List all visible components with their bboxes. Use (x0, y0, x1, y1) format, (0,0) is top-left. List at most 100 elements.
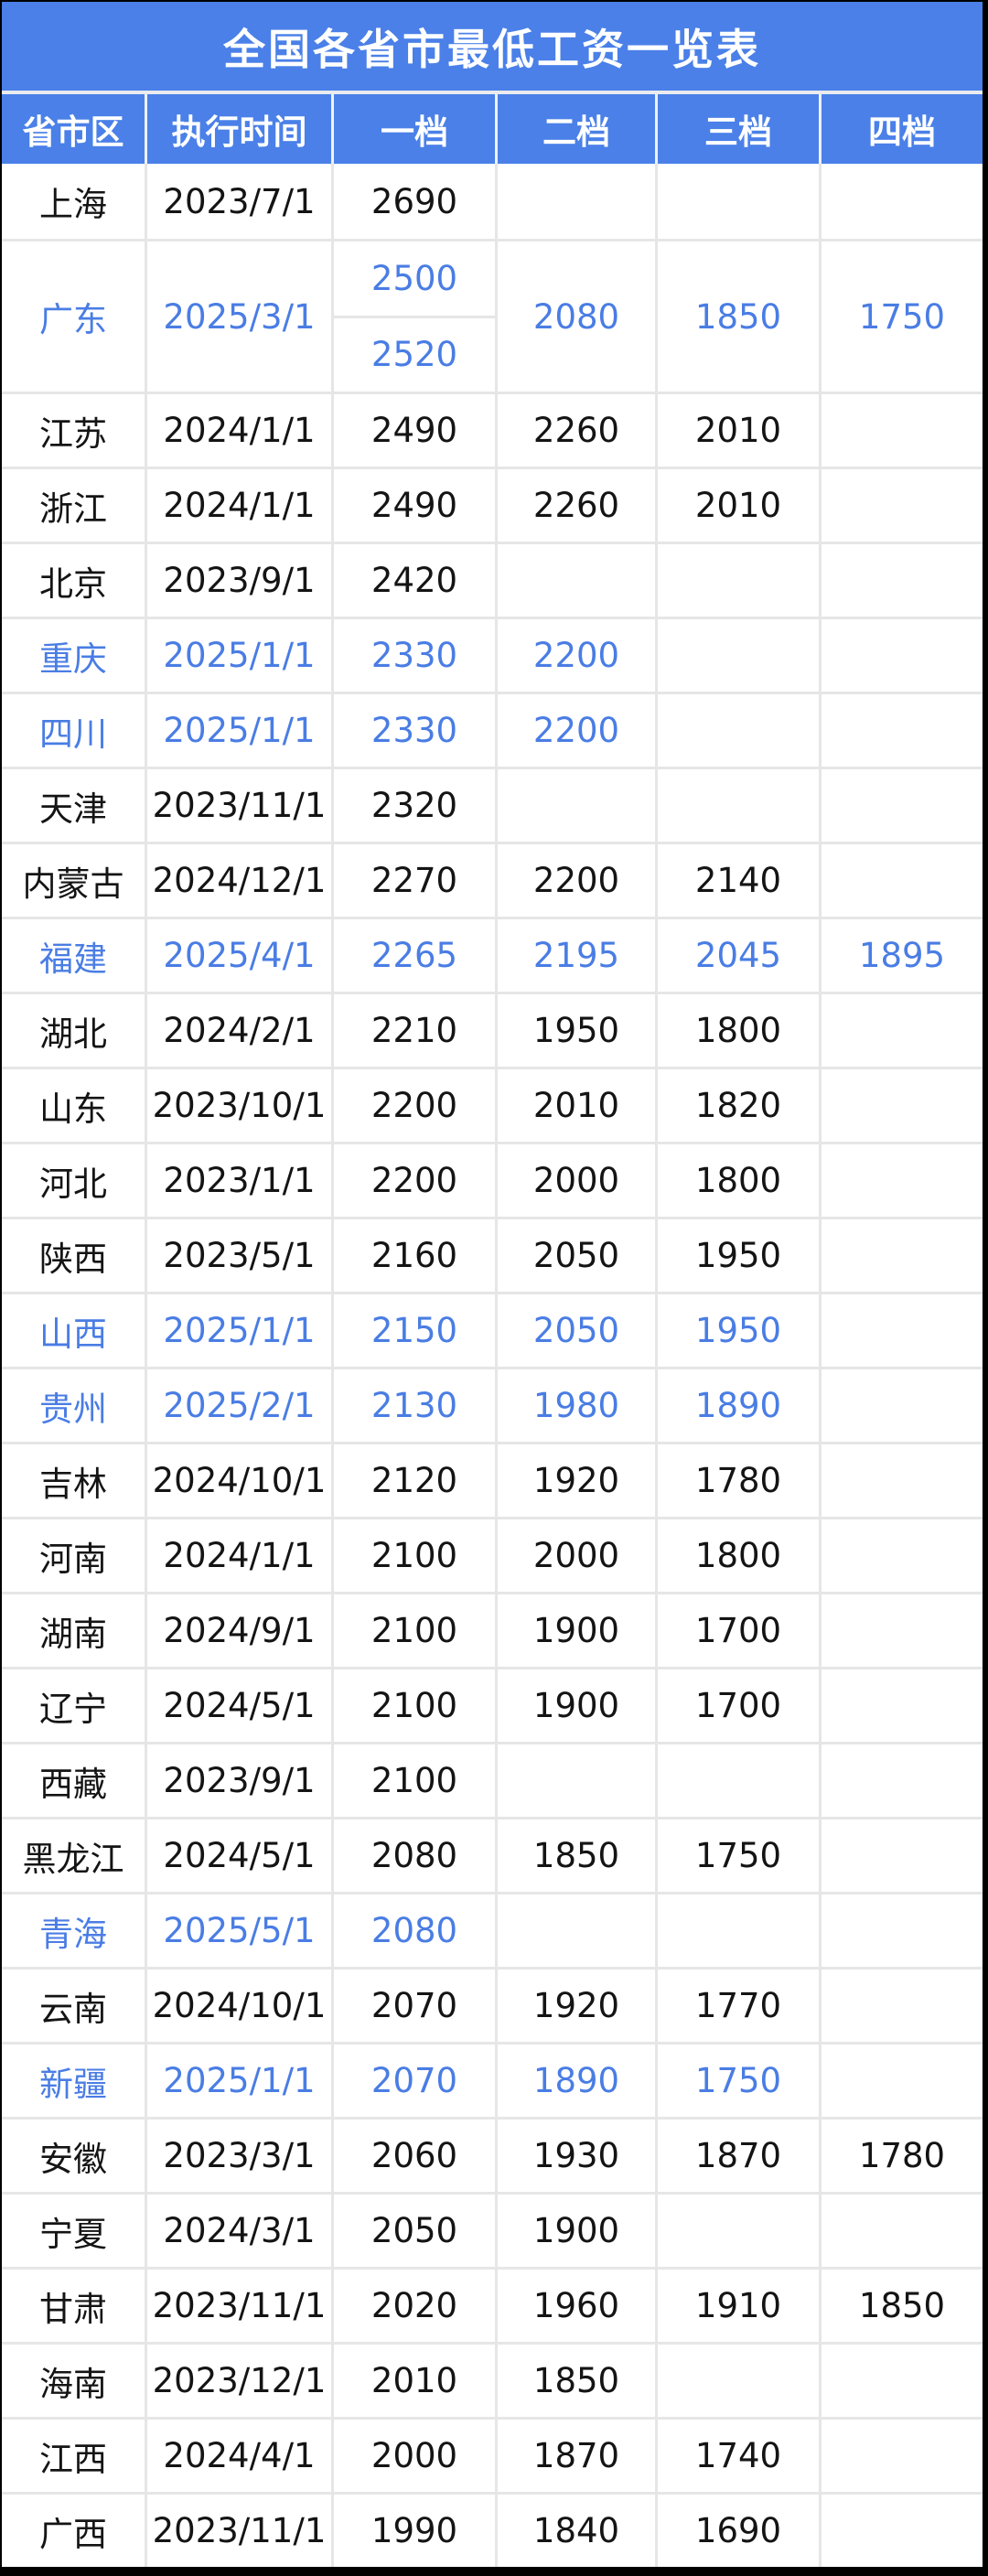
cell-tier2: 1900 (495, 1669, 655, 1742)
cell-region: 内蒙古 (22, 864, 124, 904)
cell-tier1: 2320 (331, 769, 495, 842)
cell-region: 河南 (39, 1539, 107, 1579)
cell-tier4 (819, 1444, 983, 1517)
cell-region: 福建 (39, 939, 107, 979)
cell-date: 2024/3/1 (145, 2195, 331, 2267)
cell-tier2: 1890 (495, 2045, 655, 2117)
table-row: 四川 2025/1/1 2330 2200 (2, 692, 983, 767)
cell-tier3: 1800 (655, 1519, 819, 1592)
cell-tier1: 2100 (331, 1594, 495, 1667)
table-row: 贵州 2025/2/1 2130 1980 1890 (2, 1367, 983, 1442)
cell-tier2: 1850 (495, 2345, 655, 2417)
table-row: 广东 2025/3/1 2500 2520 2080 1850 1750 (2, 239, 983, 392)
cell-tier2: 2195 (495, 919, 655, 992)
cell-tier1-lower: 2520 (370, 335, 458, 375)
cell-tier3: 1950 (655, 1294, 819, 1367)
cell-tier4: 1750 (819, 242, 983, 392)
cell-tier4 (819, 619, 983, 692)
cell-region: 北京 (39, 564, 107, 604)
cell-tier4 (819, 1594, 983, 1667)
cell-tier4 (819, 769, 983, 842)
cell-tier2: 1950 (495, 994, 655, 1067)
cell-tier3: 1890 (655, 1369, 819, 1442)
cell-tier3: 1700 (655, 1594, 819, 1667)
table-row: 江苏 2024/1/1 2490 2260 2010 (2, 392, 983, 467)
cell-tier3 (655, 2345, 819, 2417)
cell-tier1: 2265 (331, 919, 495, 992)
page-title: 全国各省市最低工资一览表 (2, 2, 983, 91)
cell-tier2: 2000 (495, 1519, 655, 1592)
cell-tier4 (819, 1519, 983, 1592)
cell-tier4: 1850 (819, 2270, 983, 2342)
table-body: 上海 2023/7/1 2690 广东 2025/3/1 2500 2520 2080 1850… (2, 164, 983, 2567)
cell-date: 2025/4/1 (145, 919, 331, 992)
cell-region: 上海 (39, 185, 107, 224)
table-row: 广西 2023/11/1 1990 1840 1690 (2, 2492, 983, 2567)
cell-tier3 (655, 1744, 819, 1817)
column-header-date: 执行时间 (145, 94, 331, 164)
table-row: 陕西 2023/5/1 2160 2050 1950 (2, 1217, 983, 1292)
cell-region: 黑龙江 (22, 1839, 124, 1879)
cell-tier2: 1960 (495, 2270, 655, 2342)
cell-tier2: 1850 (495, 1819, 655, 1892)
cell-date: 2024/10/1 (145, 1970, 331, 2042)
cell-tier2: 2050 (495, 1294, 655, 1367)
cell-tier2: 2050 (495, 1219, 655, 1292)
cell-region: 浙江 (39, 488, 107, 529)
table-row: 河南 2024/1/1 2100 2000 1800 (2, 1517, 983, 1592)
cell-region: 广东 (39, 300, 107, 339)
cell-tier1: 2200 (331, 1069, 495, 1142)
table-row: 西藏 2023/9/1 2100 (2, 1742, 983, 1817)
cell-tier3 (655, 1894, 819, 1967)
cell-tier1: 2050 (331, 2195, 495, 2267)
cell-tier1: 2010 (331, 2345, 495, 2417)
cell-tier2: 2260 (495, 394, 655, 467)
cell-tier3: 1870 (655, 2120, 819, 2192)
cell-date: 2023/1/1 (145, 1144, 331, 1217)
cell-tier4 (819, 694, 983, 767)
cell-tier2: 1920 (495, 1970, 655, 2042)
cell-tier1: 2130 (331, 1369, 495, 1442)
cell-tier2: 1920 (495, 1444, 655, 1517)
cell-date: 2023/9/1 (145, 1744, 331, 1817)
cell-tier4 (819, 1144, 983, 1217)
cell-region: 西藏 (39, 1764, 107, 1804)
cell-region: 湖北 (39, 1014, 107, 1054)
cell-tier1: 2150 (331, 1294, 495, 1367)
cell-date: 2023/3/1 (145, 2120, 331, 2192)
cell-tier3 (655, 619, 819, 692)
table-row: 云南 2024/10/1 2070 1920 1770 (2, 1967, 983, 2042)
cell-region: 山西 (39, 1314, 107, 1354)
cell-tier1: 2100 (331, 1519, 495, 1592)
cell-date: 2024/12/1 (145, 844, 331, 917)
cell-region: 重庆 (39, 639, 107, 679)
table-row: 上海 2023/7/1 2690 (2, 164, 983, 239)
cell-date: 2024/10/1 (145, 1444, 331, 1517)
column-header-tier2: 二档 (495, 94, 655, 164)
cell-tier1: 2490 (331, 394, 495, 467)
cell-tier3: 1820 (655, 1069, 819, 1142)
cell-tier2 (495, 1894, 655, 1967)
cell-region: 江苏 (39, 413, 107, 454)
table-row: 湖南 2024/9/1 2100 1900 1700 (2, 1592, 983, 1667)
cell-tier2: 2260 (495, 469, 655, 542)
cell-tier4 (819, 1819, 983, 1892)
cell-tier1: 2490 (331, 469, 495, 542)
cell-tier2: 1900 (495, 1594, 655, 1667)
cell-date: 2023/11/1 (145, 2270, 331, 2342)
cell-region: 安徽 (39, 2139, 107, 2179)
cell-tier3: 2010 (655, 394, 819, 467)
cell-tier3 (655, 694, 819, 767)
cell-tier4 (819, 1369, 983, 1442)
cell-tier1: 2270 (331, 844, 495, 917)
cell-tier1: 2420 (331, 544, 495, 617)
table-row: 宁夏 2024/3/1 2050 1900 (2, 2192, 983, 2267)
cell-tier2: 2200 (495, 694, 655, 767)
cell-tier2: 2080 (495, 242, 655, 392)
cell-tier3: 1700 (655, 1669, 819, 1742)
cell-tier1: 2210 (331, 994, 495, 1067)
cell-tier3: 1750 (655, 2045, 819, 2117)
cell-region: 江西 (39, 2439, 107, 2479)
cell-date: 2023/5/1 (145, 1219, 331, 1292)
cell-date: 2024/9/1 (145, 1594, 331, 1667)
